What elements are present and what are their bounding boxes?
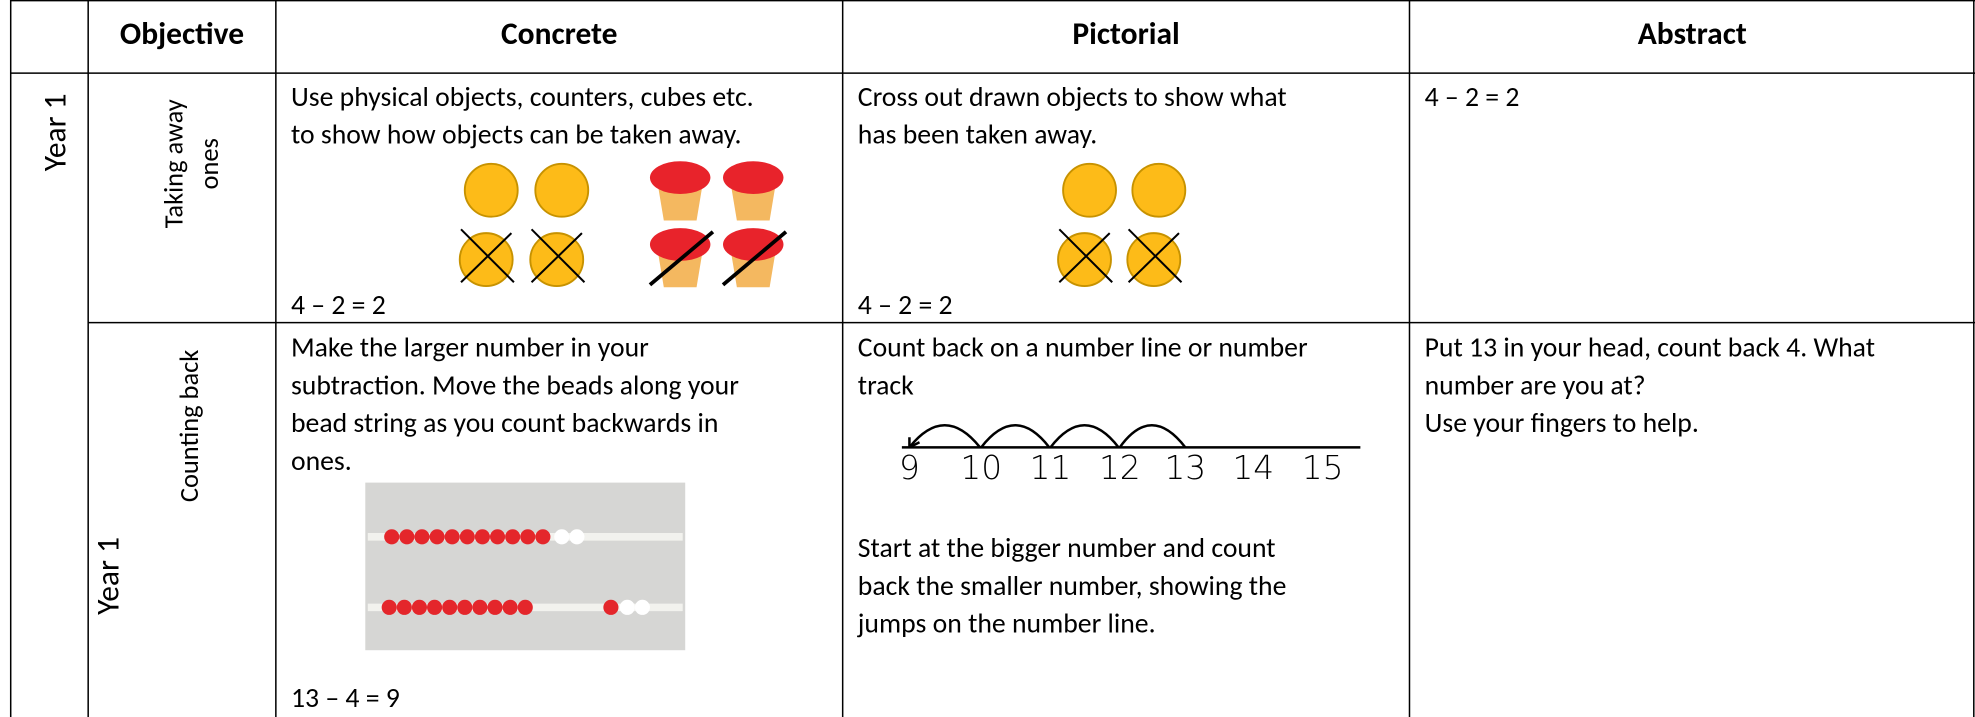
number-label: 14 bbox=[1232, 449, 1275, 488]
number-label: 11 bbox=[1029, 449, 1072, 488]
equation: 13 – 4 = 9 bbox=[290, 680, 400, 715]
text-line: Use your fingers to help. bbox=[1424, 405, 1699, 440]
number-label: 15 bbox=[1301, 449, 1344, 488]
text-line: has been taken away. bbox=[857, 117, 1098, 152]
text-line: Cross out drawn objects to show what bbox=[857, 79, 1287, 114]
text-line: Start at the bigger number and count bbox=[857, 530, 1276, 565]
text-line: jumps on the number line. bbox=[857, 606, 1156, 641]
text-line: track bbox=[857, 367, 914, 402]
cell-text: Make the larger number in your subtractio… bbox=[291, 329, 739, 480]
cell-text: Cross out drawn objects to show what has … bbox=[858, 78, 1287, 154]
counters bbox=[458, 162, 590, 287]
objective: Counting back bbox=[171, 350, 206, 503]
text-line: number are you at? bbox=[1424, 367, 1646, 402]
column-header: Objective bbox=[119, 13, 245, 53]
text-line: to show how objects can be taken away. bbox=[290, 117, 742, 152]
column-header: Pictorial bbox=[1072, 13, 1180, 53]
drawn-counters bbox=[1057, 162, 1187, 287]
year-label: Year 1 bbox=[88, 536, 128, 615]
number-label: 13 bbox=[1164, 449, 1207, 488]
cupcakes bbox=[648, 161, 788, 288]
text-line: bead string as you count backwards in bbox=[290, 405, 719, 440]
cell-text: Start at the bigger number and count back… bbox=[858, 529, 1287, 642]
text-line: ones. bbox=[290, 443, 352, 478]
text-line: Make the larger number in your bbox=[290, 330, 649, 365]
equation: 4 – 2 = 2 bbox=[857, 287, 953, 322]
year-label: Year 1 bbox=[35, 93, 75, 172]
objective: Taking away ones bbox=[156, 99, 227, 228]
drawn-cross-outs bbox=[1058, 228, 1183, 283]
text-line: subtraction. Move the beads along your bbox=[290, 367, 739, 402]
number-label: 12 bbox=[1098, 449, 1141, 488]
number-label: 10 bbox=[960, 449, 1003, 488]
cell-text: Use physical objects, counters, cubes et… bbox=[291, 78, 754, 154]
text-line: back the smaller number, showing the bbox=[857, 568, 1287, 603]
cell-text: Count back on a number line or number tra… bbox=[858, 329, 1308, 405]
column-header: Concrete bbox=[500, 13, 618, 53]
cell-text: Put 13 in your head, count back 4. What n… bbox=[1425, 329, 1875, 442]
text-line: Use physical objects, counters, cubes et… bbox=[290, 79, 754, 114]
grid bbox=[9, 0, 1975, 717]
cell-text: 4 – 2 = 2 bbox=[1425, 78, 1520, 116]
number-label: 9 bbox=[899, 449, 920, 488]
text-line: Put 13 in your head, count back 4. What bbox=[1424, 330, 1875, 365]
objective-line: Counting back bbox=[172, 349, 206, 503]
number-line bbox=[901, 424, 1361, 449]
text-line: Count back on a number line or number bbox=[857, 330, 1308, 365]
equation: 4 – 2 = 2 bbox=[290, 287, 386, 322]
objective-line: ones bbox=[192, 138, 226, 190]
bead-photo bbox=[365, 482, 686, 651]
column-header: Abstract bbox=[1637, 13, 1747, 53]
objective-line: Taking away bbox=[157, 99, 191, 229]
text-line: 4 – 2 = 2 bbox=[1424, 79, 1520, 114]
cross-outs bbox=[460, 228, 586, 283]
